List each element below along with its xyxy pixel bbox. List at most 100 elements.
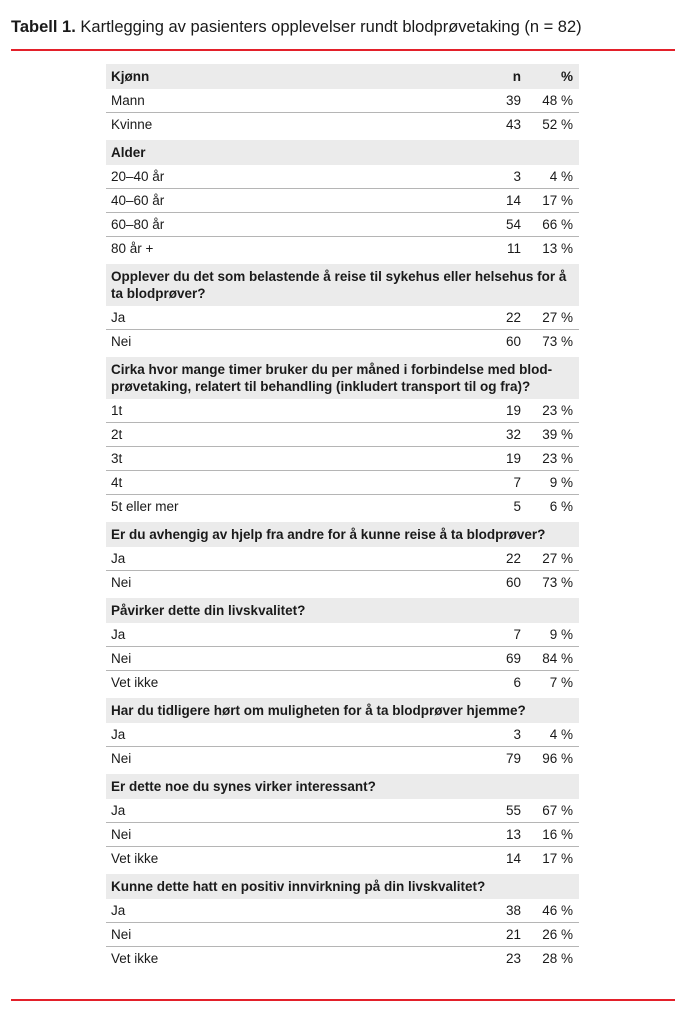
count-cell: 19 [505, 403, 521, 418]
table-row: Ja 38 46 % [106, 899, 579, 923]
percent-cell: 28 % [542, 951, 573, 966]
table-caption: Tabell 1. Kartlegging av pasienters oppl… [11, 18, 582, 37]
table-row: Nei 60 73 % [106, 571, 579, 594]
answer-label: Nei [111, 751, 132, 766]
percent-cell: 7 % [549, 675, 573, 690]
percent-cell: 73 % [542, 334, 573, 349]
table-row: Nei 69 84 % [106, 647, 579, 671]
table-row: 3t 19 23 % [106, 447, 579, 471]
question-text: Er du avhengig av hjelp fra andre for å … [111, 527, 546, 542]
percent-cell: 46 % [542, 903, 573, 918]
answer-label: Kvinne [111, 117, 153, 132]
percent-cell: 96 % [542, 751, 573, 766]
table-row: Mann 39 48 % [106, 89, 579, 113]
percent-cell: 26 % [542, 927, 573, 942]
answer-label: Ja [111, 310, 126, 325]
question-group: Kunne dette hatt en positiv innvirkning … [106, 874, 579, 970]
table-row: Ja 55 67 % [106, 799, 579, 823]
bottom-divider [11, 999, 675, 1001]
answer-label: Mann [111, 93, 145, 108]
percent-cell: 48 % [542, 93, 573, 108]
question-group: Kjønn n% Mann 39 48 % Kvinne 43 52 % [106, 64, 579, 136]
percent-cell: 66 % [542, 217, 573, 232]
count-cell: 14 [505, 851, 521, 866]
count-cell: 7 [513, 627, 521, 642]
table-row: Ja 22 27 % [106, 306, 579, 330]
count-cell: 55 [505, 803, 521, 818]
percent-cell: 27 % [542, 310, 573, 325]
group-header: Er du avhengig av hjelp fra andre for å … [106, 522, 579, 547]
question-text: Har du tidligere hørt om muligheten for … [111, 703, 526, 718]
group-header: Opplever du det som belastende å reise t… [106, 264, 579, 306]
question-text: Alder [111, 145, 146, 160]
question-group: Er du avhengig av hjelp fra andre for å … [106, 522, 579, 594]
count-cell: 54 [505, 217, 521, 232]
answer-label: 4t [111, 475, 123, 490]
percent-cell: 23 % [542, 451, 573, 466]
table-row: 40–60 år 14 17 % [106, 189, 579, 213]
question-group: Er dette noe du synes virker interessant… [106, 774, 579, 870]
question-text: Kjønn [111, 69, 150, 84]
count-cell: 3 [513, 169, 521, 184]
answer-label: 40–60 år [111, 193, 165, 208]
answer-label: Nei [111, 334, 132, 349]
table-row: Nei 79 96 % [106, 747, 579, 770]
count-cell: 3 [513, 727, 521, 742]
answer-label: Ja [111, 803, 126, 818]
count-cell: 22 [505, 551, 521, 566]
percent-cell: 13 % [542, 241, 573, 256]
count-cell: 38 [505, 903, 521, 918]
table-row: Nei 13 16 % [106, 823, 579, 847]
group-header: Påvirker dette din livskvalitet? [106, 598, 579, 623]
count-cell: 19 [505, 451, 521, 466]
answer-label: 5t eller mer [111, 499, 179, 514]
percent-cell: 9 % [549, 627, 573, 642]
question-group: Cirka hvor mange timer bruker du per mån… [106, 357, 579, 518]
percent-cell: 9 % [549, 475, 573, 490]
count-cell: 39 [505, 93, 521, 108]
table-row: Vet ikke 14 17 % [106, 847, 579, 870]
group-header: Har du tidligere hørt om muligheten for … [106, 698, 579, 723]
group-header: Er dette noe du synes virker interessant… [106, 774, 579, 799]
table-row: Ja 3 4 % [106, 723, 579, 747]
count-cell: 5 [513, 499, 521, 514]
count-cell: 60 [505, 575, 521, 590]
percent-cell: 52 % [542, 117, 573, 132]
answer-label: Vet ikke [111, 851, 159, 866]
count-cell: 79 [505, 751, 521, 766]
percent-cell: 17 % [542, 193, 573, 208]
answer-label: Ja [111, 551, 126, 566]
percent-cell: 67 % [542, 803, 573, 818]
group-header: Alder [106, 140, 579, 165]
col-n-header: n [512, 69, 521, 84]
answer-label: 60–80 år [111, 217, 165, 232]
table-row: Ja 22 27 % [106, 547, 579, 571]
answer-label: 2t [111, 427, 123, 442]
count-cell: 69 [505, 651, 521, 666]
table-row: 80 år + 11 13 % [106, 237, 579, 260]
answer-label: Nei [111, 575, 132, 590]
answer-label: Vet ikke [111, 675, 159, 690]
answer-label: 3t [111, 451, 123, 466]
percent-cell: 16 % [542, 827, 573, 842]
percent-cell: 73 % [542, 575, 573, 590]
count-cell: 22 [505, 310, 521, 325]
percent-cell: 84 % [542, 651, 573, 666]
answer-label: Ja [111, 727, 126, 742]
answer-label: Nei [111, 927, 132, 942]
table-row: Vet ikke 23 28 % [106, 947, 579, 970]
table-row: 20–40 år 3 4 % [106, 165, 579, 189]
table-row: Ja 7 9 % [106, 623, 579, 647]
group-header: Cirka hvor mange timer bruker du per mån… [106, 357, 579, 399]
col-pct-header: % [560, 69, 573, 84]
count-cell: 23 [505, 951, 521, 966]
percent-cell: 23 % [542, 403, 573, 418]
table-row: 1t 19 23 % [106, 399, 579, 423]
answer-label: 1t [111, 403, 123, 418]
count-cell: 21 [505, 927, 521, 942]
percent-cell: 4 % [549, 169, 573, 184]
question-group: Har du tidligere hørt om muligheten for … [106, 698, 579, 770]
table-row: 2t 32 39 % [106, 423, 579, 447]
table-row: Vet ikke 6 7 % [106, 671, 579, 694]
question-text: Kunne dette hatt en positiv innvirkning … [111, 879, 486, 894]
